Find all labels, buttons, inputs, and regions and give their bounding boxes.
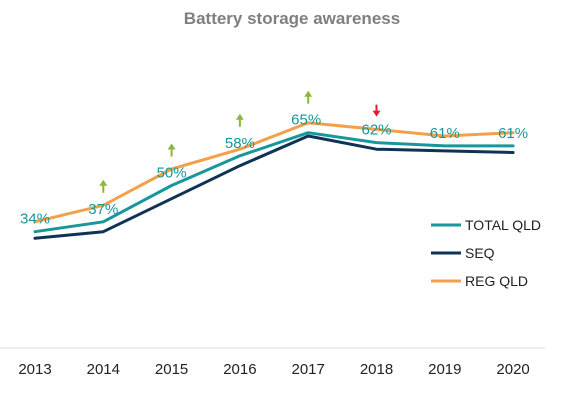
change-arrow-up-2017	[304, 90, 313, 104]
series-lines	[33, 121, 515, 240]
x-tick-2014: 2014	[87, 361, 120, 378]
x-tick-2017: 2017	[292, 361, 325, 378]
change-markers	[99, 90, 381, 193]
chart-title: Battery storage awareness	[184, 9, 400, 28]
data-label-2016: 58%	[225, 135, 255, 152]
legend-label-reg-qld: REG QLD	[465, 273, 528, 289]
series-line-total-qld	[33, 131, 515, 234]
data-label-2020: 61%	[498, 125, 528, 142]
change-arrow-up-2016	[235, 113, 244, 127]
x-tick-2013: 2013	[18, 361, 51, 378]
x-tick-2018: 2018	[360, 361, 393, 378]
data-label-2018: 62%	[361, 122, 391, 139]
data-label-2013: 34%	[20, 211, 50, 228]
data-labels: 34% 37% 50% 58% 65% 62% 61% 61%	[20, 112, 528, 228]
change-arrow-up-2015	[167, 143, 176, 157]
legend-label-total-qld: TOTAL QLD	[465, 217, 541, 233]
change-arrow-up-2014	[99, 179, 108, 193]
change-arrow-down-2018	[372, 104, 381, 117]
series-line-seq	[33, 134, 515, 240]
legend-label-seq: SEQ	[465, 245, 495, 261]
legend: TOTAL QLD SEQ REG QLD	[431, 217, 541, 289]
x-axis-ticks: 2013 2014 2015 2016 2017 2018 2019 2020	[18, 361, 529, 378]
x-tick-2020: 2020	[496, 361, 529, 378]
data-label-2015: 50%	[157, 165, 187, 182]
x-tick-2015: 2015	[155, 361, 188, 378]
legend-item-reg-qld: REG QLD	[431, 273, 528, 289]
x-tick-2019: 2019	[428, 361, 461, 378]
data-label-2014: 37%	[88, 201, 118, 218]
data-label-2017: 65%	[291, 112, 321, 129]
series-line-reg-qld	[33, 121, 515, 224]
legend-item-seq: SEQ	[431, 245, 495, 261]
data-label-2019: 61%	[430, 125, 460, 142]
x-tick-2016: 2016	[223, 361, 256, 378]
legend-item-total-qld: TOTAL QLD	[431, 217, 541, 233]
